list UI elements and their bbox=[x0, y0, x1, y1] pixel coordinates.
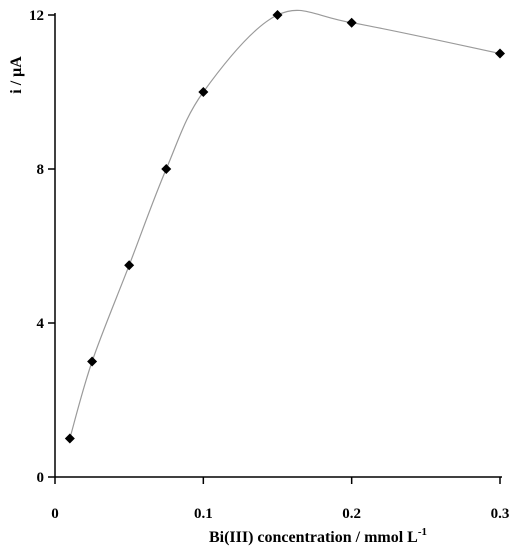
x-axis-title: Bi(III) concentration / mmol L-1 bbox=[209, 526, 427, 546]
x-tick-label: 0.2 bbox=[342, 506, 361, 522]
ticks: 0 0.1 0.2 0.3 0 4 8 12 bbox=[29, 8, 509, 522]
y-tick-label: 8 bbox=[37, 162, 45, 178]
data-point-marker bbox=[64, 433, 75, 444]
axes bbox=[54, 13, 502, 478]
data-point-marker bbox=[495, 48, 505, 59]
x-tick-label: 0.1 bbox=[194, 506, 213, 522]
y-tick-label: 0 bbox=[37, 470, 45, 486]
series-curve bbox=[69, 9, 501, 439]
data-point-marker bbox=[346, 17, 357, 28]
data-point-marker bbox=[198, 87, 209, 97]
data-point-marker bbox=[124, 260, 135, 271]
x-tick-label: 0 bbox=[51, 506, 59, 522]
data-point-marker bbox=[87, 356, 98, 367]
data-points bbox=[64, 10, 505, 444]
y-tick-label: 12 bbox=[29, 8, 44, 24]
x-axis-title-superscript: -1 bbox=[418, 526, 427, 538]
y-axis-title: i / μA bbox=[8, 56, 25, 94]
curve-layer bbox=[69, 9, 501, 439]
data-point-marker bbox=[161, 164, 172, 174]
x-tick-label: 0.3 bbox=[491, 506, 510, 522]
data-point-marker bbox=[272, 10, 283, 20]
y-tick-label: 4 bbox=[37, 316, 45, 332]
